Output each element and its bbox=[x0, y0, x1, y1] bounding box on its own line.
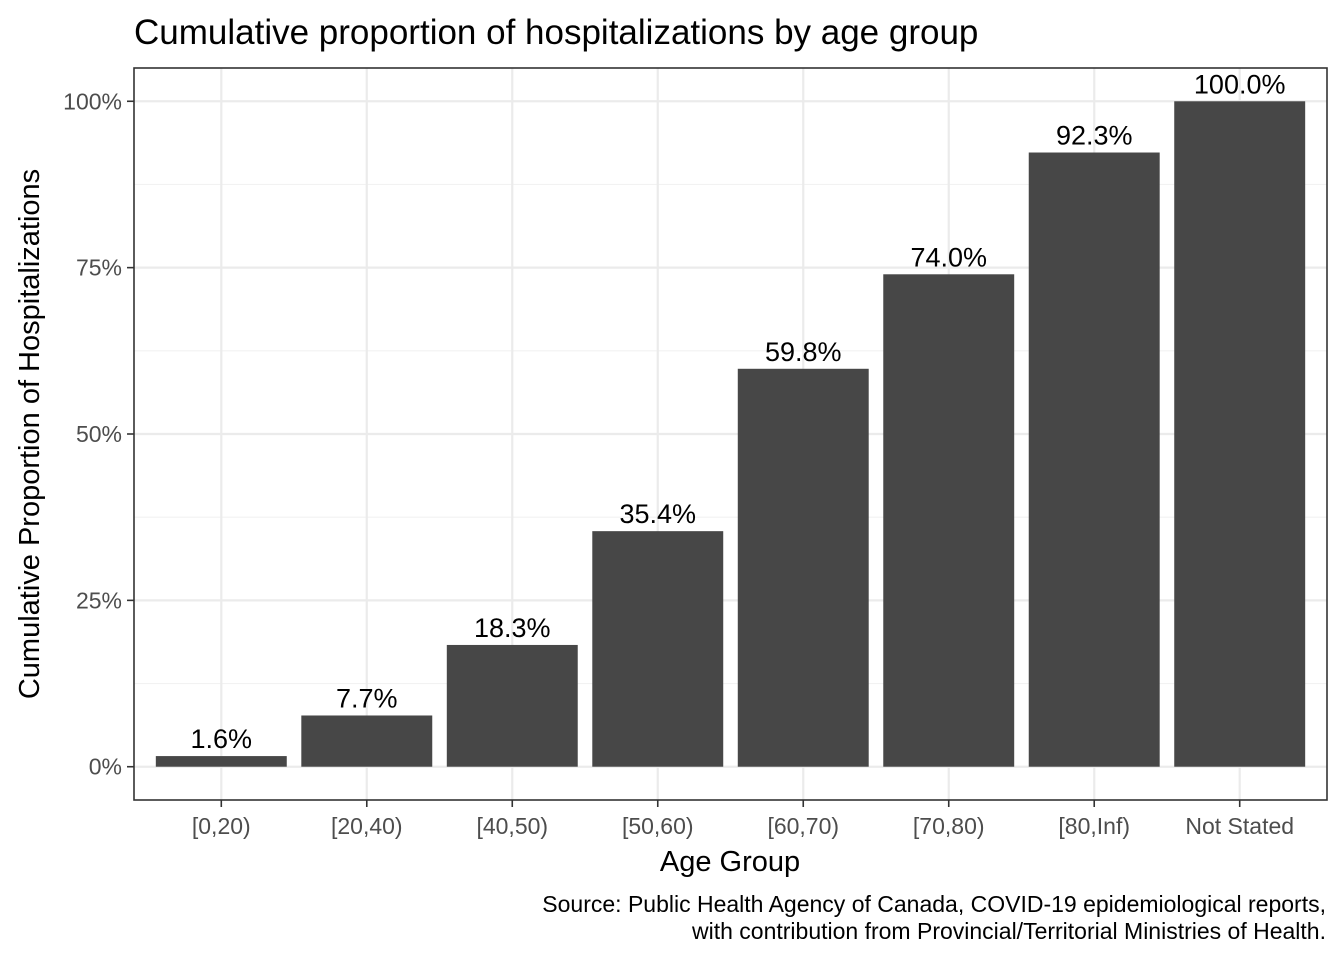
bar bbox=[1028, 152, 1160, 767]
data-label: 59.8% bbox=[765, 337, 842, 367]
bar bbox=[301, 715, 433, 767]
data-label: 100.0% bbox=[1194, 69, 1286, 99]
x-tick-label: Not Stated bbox=[1185, 813, 1294, 839]
x-tick-label: [20,40) bbox=[331, 813, 403, 839]
bar bbox=[1174, 101, 1306, 767]
data-label: 1.6% bbox=[191, 724, 253, 754]
bar bbox=[446, 644, 578, 767]
x-tick-label: [80,Inf) bbox=[1058, 813, 1130, 839]
chart-title: Cumulative proportion of hospitalization… bbox=[134, 13, 978, 52]
caption-line-2: with contribution from Provincial/Territ… bbox=[691, 918, 1326, 944]
x-tick-label: [40,50) bbox=[476, 813, 548, 839]
bar bbox=[592, 531, 724, 767]
bar bbox=[155, 756, 287, 767]
y-tick-label: 50% bbox=[76, 421, 122, 447]
axes: 0% 25% 50% 75% 100% [0,20) [20,40) [40,50) [50,6… bbox=[63, 67, 1328, 839]
x-axis-title: Age Group bbox=[660, 846, 800, 878]
y-tick-label: 0% bbox=[89, 754, 122, 780]
data-label: 18.3% bbox=[474, 613, 551, 643]
y-tick-label: 75% bbox=[76, 255, 122, 281]
caption-line-1: Source: Public Health Agency of Canada, … bbox=[542, 891, 1326, 917]
data-labels: 1.6% 7.7% 18.3% 35.4% 59.8% 74.0% 92.3% 100.0% bbox=[191, 69, 1286, 754]
data-label: 35.4% bbox=[619, 499, 696, 529]
data-label: 7.7% bbox=[336, 683, 398, 713]
y-tick-label: 25% bbox=[76, 587, 122, 613]
x-tick-label: [50,60) bbox=[622, 813, 694, 839]
bar bbox=[737, 368, 869, 767]
y-axis-title: Cumulative Proportion of Hospitalization… bbox=[14, 169, 46, 699]
bars bbox=[155, 101, 1306, 767]
x-tick-label: [70,80) bbox=[913, 813, 985, 839]
x-tick-label: [60,70) bbox=[767, 813, 839, 839]
y-tick-label: 100% bbox=[63, 88, 122, 114]
bar bbox=[883, 274, 1015, 767]
data-label: 92.3% bbox=[1056, 121, 1133, 151]
x-tick-label: [0,20) bbox=[192, 813, 251, 839]
data-label: 74.0% bbox=[910, 242, 987, 272]
